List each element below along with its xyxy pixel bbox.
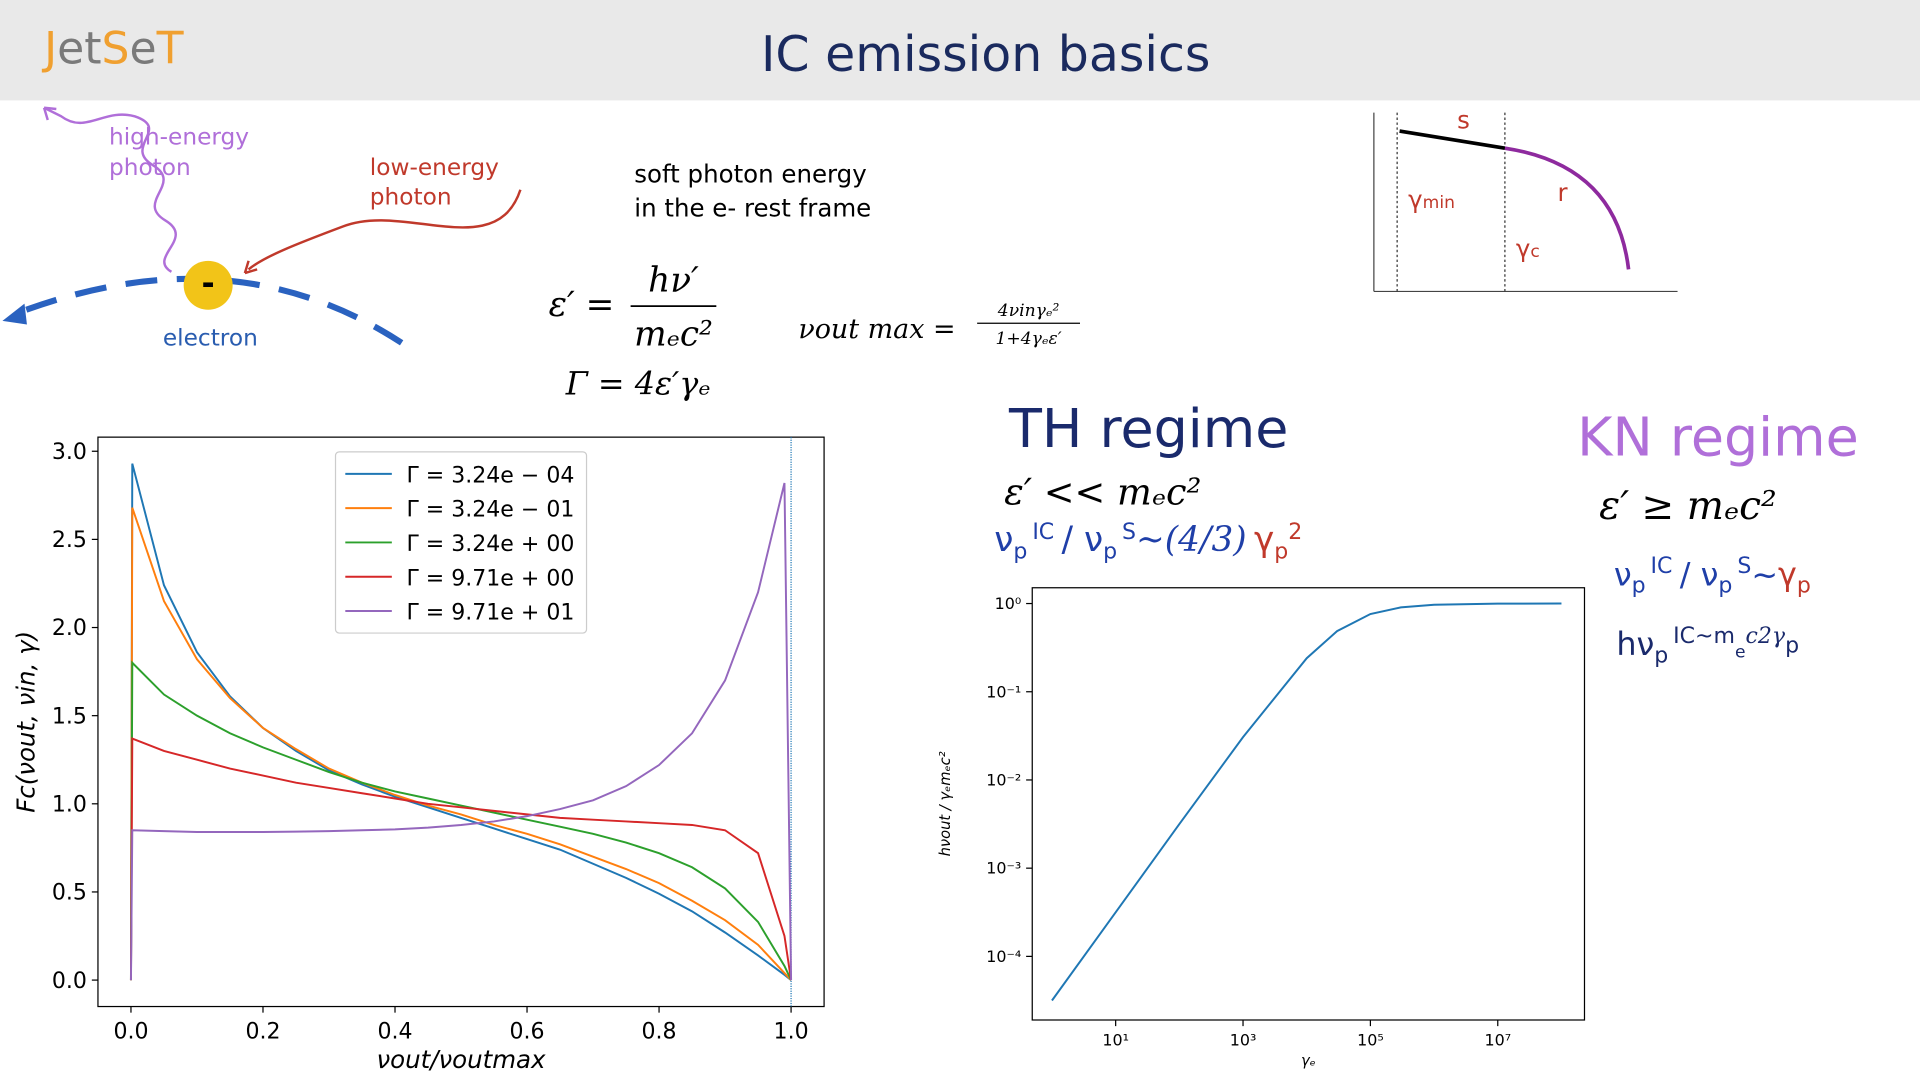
- plot-area: [1031, 587, 1586, 1021]
- slide-title: IC emission basics: [761, 26, 1210, 83]
- y-tick-label: 10⁰: [995, 594, 1022, 613]
- arrowhead: [243, 260, 258, 275]
- equation: νout max =: [798, 314, 955, 345]
- y-tick-label: 10⁻³: [986, 859, 1021, 878]
- y-tick-label: 1.0: [52, 793, 87, 818]
- y-tick-label: 10⁻¹: [986, 682, 1021, 701]
- low-energy-photon-wave: [247, 189, 522, 271]
- x-tick-label: 0.6: [510, 1019, 545, 1044]
- cutoff: [1504, 146, 1631, 270]
- x-tick-label: 0.0: [113, 1019, 148, 1044]
- high-energy-photon-wave: [43, 106, 177, 273]
- series-line: [1051, 602, 1562, 1002]
- equation: ε′ ≥ mₑc²: [1599, 484, 1777, 529]
- relation: hνpIC~mec2γp: [1616, 624, 1799, 669]
- y-tick-label: 0.5: [52, 881, 87, 906]
- y-tick-label: 10⁻²: [986, 771, 1021, 790]
- power-law: [1399, 129, 1506, 150]
- electron-path: [18, 275, 404, 346]
- label: high-energy: [109, 123, 249, 150]
- legend-label: Γ = 9.71e + 01: [407, 601, 575, 626]
- legend-box: [334, 451, 588, 634]
- label: s: [1457, 106, 1470, 135]
- label: photon: [109, 154, 191, 181]
- legend-label: Γ = 3.24e + 00: [407, 532, 575, 557]
- y-axis-label: hνout / γₑmₑc²: [937, 751, 954, 856]
- y-tick-label: 0.0: [52, 969, 87, 994]
- legend-label: Γ = 9.71e + 00: [407, 566, 575, 591]
- equation: 1+4γₑε′: [996, 329, 1062, 349]
- y-tick-label: 1.5: [52, 704, 87, 729]
- relation: νpIC / νpS~(4/3) γp2: [994, 520, 1302, 565]
- label: γmin: [1408, 185, 1455, 214]
- equation: ε′ =: [549, 285, 615, 325]
- logo: JetSeT: [41, 24, 185, 75]
- label: γc: [1516, 234, 1540, 263]
- regime-title: TH regime: [1008, 397, 1288, 460]
- x-tick-label: 10⁷: [1484, 1031, 1511, 1050]
- y-tick-label: 10⁻⁴: [986, 947, 1021, 966]
- series-line: [129, 482, 793, 981]
- text: soft photon energy: [634, 159, 866, 188]
- label: r: [1558, 178, 1569, 207]
- x-tick-label: 0.4: [377, 1019, 412, 1044]
- legend-label: Γ = 3.24e − 01: [407, 498, 575, 523]
- x-tick-label: 10¹: [1102, 1031, 1129, 1050]
- relation: νpIC / νpS~γp: [1614, 554, 1811, 599]
- electron: [183, 260, 233, 310]
- equation: mₑc²: [634, 314, 713, 354]
- x-tick-label: 1.0: [774, 1019, 809, 1044]
- y-tick-label: 2.5: [52, 528, 87, 553]
- x-tick-label: 10⁵: [1357, 1031, 1384, 1050]
- series-line: [129, 507, 792, 981]
- chart: 0.0 0.2 0.4 0.6 0.8 1.0 0.0 0.5 1.0 1.5 2.0 2.5 3.0 ν…: [11, 436, 825, 1074]
- x-tick-label: 10³: [1230, 1031, 1257, 1050]
- x-tick-label: 0.8: [642, 1019, 677, 1044]
- series-line: [129, 660, 792, 981]
- regime-title: KN regime: [1577, 406, 1859, 469]
- x-axis-label: γₑ: [1301, 1052, 1316, 1069]
- equation: ε′ << mₑc²: [1004, 470, 1201, 513]
- label: photon: [370, 183, 452, 210]
- series-line: [129, 463, 792, 981]
- equation: hν′: [648, 260, 699, 300]
- x-tick-label: 0.2: [245, 1019, 280, 1044]
- equation: Γ = 4ε′γₑ: [565, 364, 711, 402]
- label: low-energy: [370, 154, 499, 181]
- y-tick-label: 2.0: [52, 616, 87, 641]
- x-axis-label: νout/νoutmax: [376, 1045, 546, 1074]
- arrowhead: [42, 106, 57, 121]
- charge: -: [202, 264, 215, 302]
- label: electron: [163, 324, 258, 351]
- header-bar: [0, 0, 1920, 101]
- text: in the e- rest frame: [634, 194, 871, 223]
- series-line: [129, 737, 793, 981]
- chart: 10¹ 10³ 10⁵ 10⁷ 10⁰ 10⁻¹ 10⁻² 10⁻³ 10⁻⁴ γₑ hνout /…: [937, 587, 1586, 1069]
- arrowhead: [2, 303, 27, 325]
- legend-label: Γ = 3.24e − 04: [407, 463, 575, 488]
- y-axis-label: Fc(νout, νin, γ): [11, 631, 40, 813]
- y-tick-label: 3.0: [52, 440, 87, 465]
- equation: 4νinγₑ²: [997, 301, 1060, 321]
